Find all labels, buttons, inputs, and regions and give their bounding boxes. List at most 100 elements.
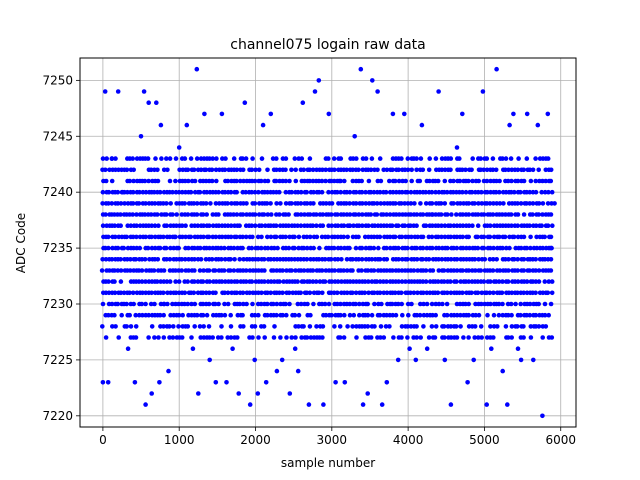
data-point [365,391,371,396]
data-point [127,178,133,184]
y-axis-label: ADC Code [14,213,28,273]
data-point [322,257,328,262]
data-point [405,156,411,161]
data-point [338,312,343,318]
data-point [350,268,355,273]
data-point [115,301,121,307]
data-point [247,402,253,407]
data-point [384,279,389,284]
data-point [441,324,447,329]
data-point [469,189,475,195]
data-point [503,156,509,161]
data-point [371,245,377,251]
data-point [323,201,329,206]
data-point [317,245,322,251]
data-point [466,234,472,240]
data-point [508,156,514,161]
data-point [494,66,499,72]
data-point [533,257,538,262]
data-point [320,223,326,228]
data-point [362,234,368,240]
data-point [103,178,109,184]
data-point [191,290,197,296]
data-point [354,335,359,340]
data-point [170,212,175,217]
data-point [399,279,405,284]
data-point [173,178,178,184]
data-point [396,178,402,184]
data-point [221,268,227,273]
data-point [301,279,307,284]
data-point [295,212,301,217]
data-point [130,201,136,206]
data-point [287,301,292,307]
data-point [286,212,291,217]
data-point [423,268,429,273]
data-point [497,268,503,273]
data-point [500,212,505,217]
data-point [316,290,322,296]
data-point [255,312,261,318]
data-point [481,234,487,240]
data-point [540,212,545,217]
data-point [207,245,212,251]
data-point [335,301,340,307]
data-point [488,245,493,251]
data-point [515,201,520,206]
data-point [511,234,517,240]
data-point [100,301,106,307]
data-point [192,245,197,251]
data-point [190,346,196,352]
data-point [377,312,383,318]
data-point [259,223,265,228]
data-point [207,357,212,363]
data-point [527,189,532,195]
data-point [280,312,286,318]
data-point [296,312,302,318]
data-point [445,212,450,217]
data-point [241,178,246,184]
data-point [438,201,444,206]
data-point [134,223,139,228]
data-point [159,156,164,161]
data-point [511,111,516,117]
data-point [152,301,157,307]
data-point [225,178,231,184]
data-point [545,201,551,206]
data-point [213,290,218,296]
data-point [366,178,372,184]
data-point [223,279,228,284]
data-point [200,312,206,318]
data-point [545,156,551,161]
data-point [289,335,295,340]
data-point [192,178,198,184]
data-point [280,290,285,296]
data-point [442,178,448,184]
data-point [396,257,401,262]
data-point [342,178,347,184]
data-point [182,257,188,262]
data-point [548,178,554,184]
data-point [107,167,112,173]
data-point [527,268,532,273]
data-point [143,301,148,307]
data-point [228,312,233,318]
data-point [338,156,344,161]
data-point [131,178,136,184]
data-point [293,178,299,184]
data-point [128,268,133,273]
data-point [470,178,475,184]
data-point [298,201,304,206]
data-point [350,178,356,184]
data-point [420,167,426,173]
data-point [372,223,378,228]
data-point [328,257,334,262]
data-point [112,279,117,284]
data-point [482,257,488,262]
data-point [155,257,161,262]
data-point [333,380,338,385]
data-point [524,156,530,161]
data-point [321,402,326,407]
data-point [310,223,316,228]
data-point [341,212,347,217]
